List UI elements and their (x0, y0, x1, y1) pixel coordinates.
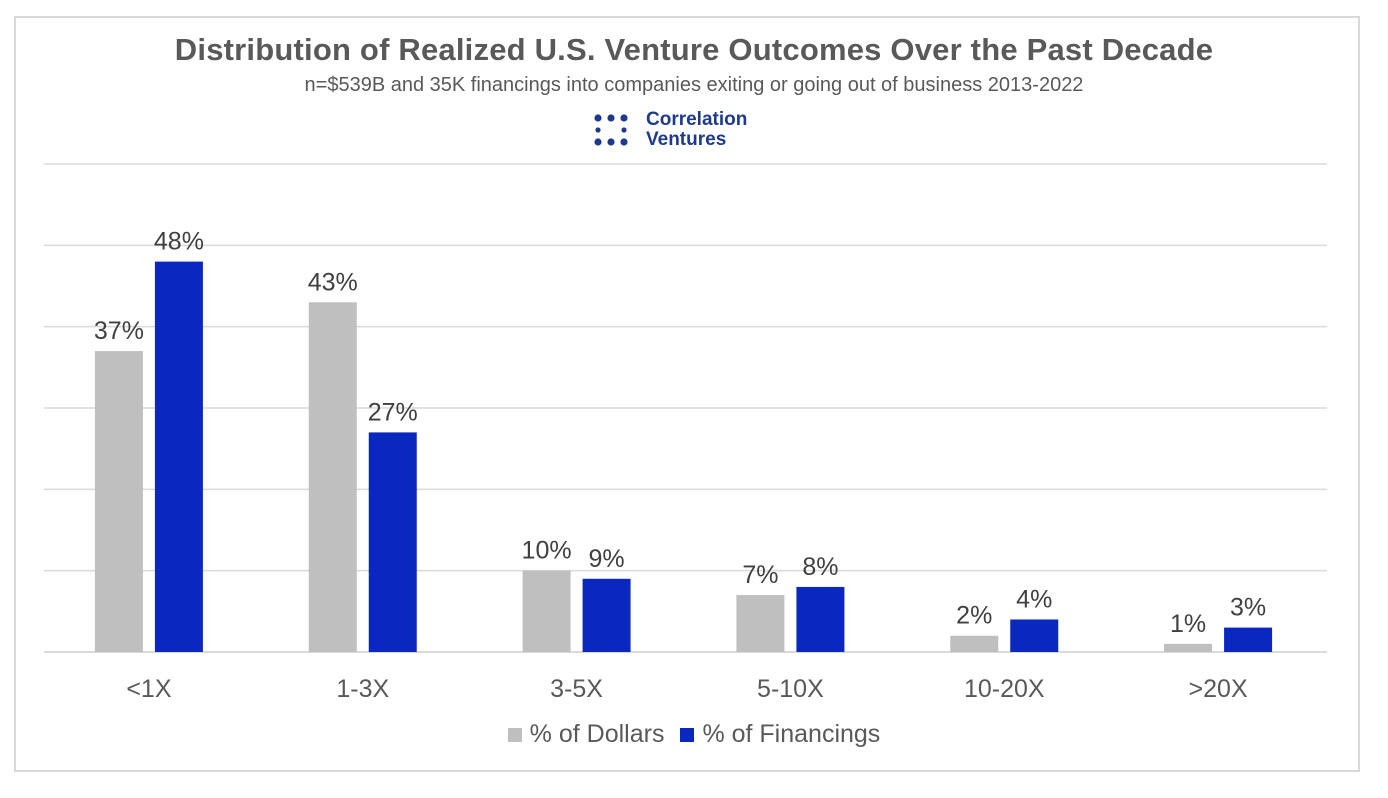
bar-dollars (522, 570, 571, 652)
legend-label-dollars: % of Dollars (529, 720, 665, 748)
bar-dollars (308, 302, 357, 652)
data-label-dollars: 43% (308, 268, 358, 296)
data-label-dollars: 7% (742, 561, 778, 589)
bar-financings (796, 586, 845, 652)
chart-frame (14, 16, 1360, 772)
x-tick-label: 1-3X (336, 675, 389, 703)
legend-item-dollars: % of Dollars (507, 720, 665, 749)
logo-line-2: Ventures (646, 129, 727, 150)
bar-dollars (950, 635, 999, 652)
data-label-financings: 9% (589, 545, 625, 573)
bar-financings (1010, 619, 1059, 652)
chart-subtitle: n=$539B and 35K financings into companie… (304, 74, 1084, 96)
logo-dots-icon (594, 114, 628, 146)
legend-label-financings: % of Financings (702, 720, 881, 748)
chart-legend: % of Dollars % of Financings (0, 720, 1388, 749)
correlation-ventures-logo: Correlation Ventures (592, 110, 792, 154)
legend-swatch-financings (680, 727, 695, 742)
data-label-dollars: 1% (1170, 610, 1206, 638)
x-tick-label: 5-10X (757, 675, 824, 703)
chart-title: Distribution of Realized U.S. Venture Ou… (174, 32, 1214, 67)
data-label-financings: 48% (154, 228, 204, 256)
logo-line-1: Correlation (646, 109, 748, 130)
data-label-dollars: 37% (94, 317, 144, 345)
data-label-financings: 4% (1016, 585, 1052, 613)
bar-financings (1224, 627, 1273, 652)
legend-item-financings: % of Financings (680, 720, 880, 749)
data-label-dollars: 10% (522, 537, 572, 565)
x-tick-label: <1X (126, 675, 172, 703)
data-label-financings: 27% (368, 398, 418, 426)
bar-dollars (94, 351, 143, 652)
bar-financings (154, 261, 203, 652)
x-tick-label: 3-5X (550, 675, 603, 703)
data-label-financings: 8% (802, 553, 838, 581)
bar-financings (582, 578, 631, 652)
bar-dollars (736, 595, 785, 652)
x-tick-label: >20X (1189, 675, 1248, 703)
bar-dollars (1164, 643, 1213, 652)
bar-financings (368, 432, 417, 652)
x-tick-label: 10-20X (964, 675, 1045, 703)
legend-swatch-dollars (507, 727, 522, 742)
data-label-dollars: 2% (956, 602, 992, 630)
logo-wordmark: Correlation Ventures (646, 110, 747, 150)
data-label-financings: 3% (1230, 594, 1266, 622)
